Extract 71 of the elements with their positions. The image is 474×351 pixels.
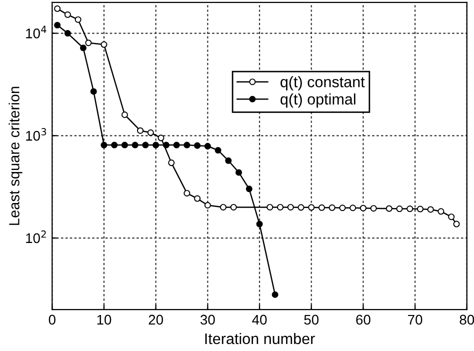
- point: [236, 169, 242, 176]
- point: [168, 160, 175, 166]
- point: [184, 142, 190, 148]
- point: [230, 204, 237, 210]
- point: [438, 208, 444, 215]
- point: [214, 146, 222, 154]
- point: [453, 220, 460, 228]
- y-tick-label: 10$^{3}$: [26, 128, 46, 141]
- point: [121, 142, 128, 148]
- y-tick-label: 10$^{2}$: [26, 230, 46, 244]
- point: [308, 204, 315, 211]
- point: [220, 204, 226, 210]
- point: [448, 214, 455, 220]
- point: [85, 40, 92, 46]
- point: [100, 41, 108, 48]
- y-tick-label: 10$^{4}$: [26, 26, 46, 38]
- x-tick-label: 60: [356, 314, 370, 325]
- point: [142, 142, 149, 148]
- x-tick-label: 50: [304, 314, 319, 325]
- point: [74, 16, 82, 23]
- point: [54, 22, 61, 28]
- point: [416, 206, 424, 212]
- point: [137, 127, 144, 134]
- point: [54, 5, 61, 12]
- point: [64, 11, 71, 18]
- point: [194, 142, 201, 149]
- point: [173, 142, 180, 148]
- x-tick-label: 30: [200, 314, 215, 325]
- point: [350, 204, 356, 212]
- point: [246, 186, 252, 192]
- x-tick-label: 0: [48, 314, 56, 325]
- point: [256, 220, 263, 228]
- point: [121, 111, 128, 118]
- point: [100, 142, 108, 148]
- x-tick-label: 70: [408, 314, 422, 325]
- point: [64, 30, 71, 37]
- point: [204, 142, 211, 150]
- x-axis-title: Iteration number: [205, 332, 315, 344]
- x-tick-label: 10: [97, 314, 112, 325]
- point: [194, 195, 201, 202]
- point: [360, 204, 366, 212]
- point: [225, 157, 232, 164]
- point: [298, 204, 304, 211]
- legend-label: q(t) constant: [280, 76, 365, 90]
- point: [266, 204, 274, 210]
- point: [111, 142, 118, 148]
- point: [147, 129, 154, 136]
- legend-label: q(t) optimal: [280, 93, 356, 108]
- x-tick-label: 40: [252, 314, 267, 325]
- point: [204, 202, 211, 209]
- point: [80, 44, 87, 52]
- point: [396, 206, 403, 212]
- point: [427, 206, 434, 213]
- y-axis-title: Least square criterion: [8, 86, 22, 225]
- x-tick-label: 80: [460, 314, 474, 325]
- x-tick-label: 20: [148, 314, 164, 325]
- point: [152, 142, 160, 148]
- point: [328, 204, 336, 211]
- point: [272, 291, 278, 298]
- point: [162, 142, 170, 148]
- point: [132, 142, 138, 148]
- point: [276, 204, 284, 210]
- point: [370, 205, 377, 212]
- point: [90, 88, 97, 95]
- point: [318, 204, 325, 211]
- point: [386, 205, 392, 212]
- point: [158, 134, 164, 142]
- point: [406, 206, 414, 212]
- point: [184, 190, 190, 196]
- point: [339, 204, 346, 212]
- point: [287, 204, 294, 210]
